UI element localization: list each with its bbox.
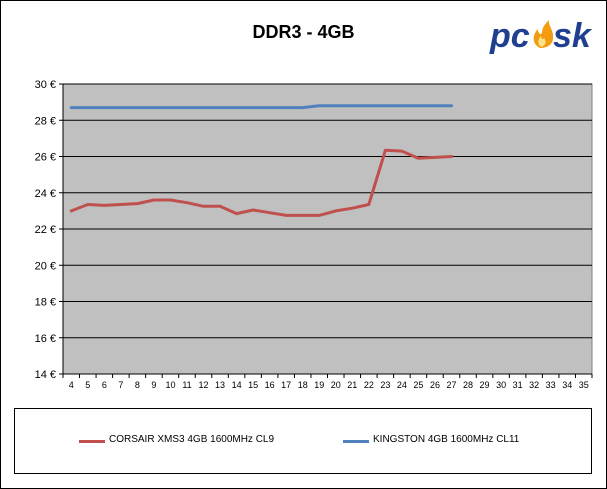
x-tick-label: 23 [380, 380, 390, 390]
x-tick-label: 29 [480, 380, 490, 390]
x-tick-label: 15 [248, 380, 258, 390]
x-tick-label: 34 [562, 380, 572, 390]
y-tick-label: 16 € [35, 333, 56, 345]
x-tick-label: 14 [232, 380, 242, 390]
x-tick-label: 33 [546, 380, 556, 390]
x-tick-label: 22 [364, 380, 374, 390]
series-line-corsair [69, 148, 453, 217]
legend-label-kingston: KINGSTON 4GB 1600MHz CL11 [373, 434, 520, 445]
x-tick-label: 4 [69, 380, 74, 390]
x-tick-label: 21 [347, 380, 357, 390]
x-tick-label: 6 [102, 380, 107, 390]
y-tick-label: 26 € [35, 152, 56, 164]
series-line-kingston [69, 104, 453, 110]
x-tick-label: 18 [298, 380, 308, 390]
x-tick-label: 27 [446, 380, 456, 390]
svg-text:sk: sk [553, 17, 593, 55]
svg-text:pc: pc [489, 17, 530, 55]
y-tick-label: 24 € [35, 188, 56, 200]
y-tick-label: 28 € [35, 115, 56, 127]
x-tick-label: 26 [430, 380, 440, 390]
y-tick-label: 20 € [35, 260, 56, 272]
chart-area: 14 € 16 € 18 € 20 € 22 € 24 € 26 € 28 € 30 € 4 5 6… [35, 79, 593, 390]
x-tick-label: 25 [413, 380, 423, 390]
x-tick-label: 11 [182, 380, 191, 390]
x-tick-label: 32 [529, 380, 539, 390]
y-tick-label: 18 € [35, 297, 56, 309]
x-tick-label: 5 [85, 380, 90, 390]
x-tick-label: 16 [265, 380, 275, 390]
x-tick-label: 28 [463, 380, 473, 390]
x-tick-label: 12 [199, 380, 209, 390]
x-tick-label: 17 [281, 380, 291, 390]
y-tick-label: 30 € [35, 79, 56, 91]
x-tick-label: 9 [151, 380, 156, 390]
x-tick-label: 8 [135, 380, 140, 390]
x-tick-label: 20 [331, 380, 341, 390]
x-tick-label: 19 [314, 380, 324, 390]
x-tick-label: 30 [496, 380, 506, 390]
legend-swatch-kingston [343, 440, 369, 443]
x-tick-label: 13 [215, 380, 225, 390]
legend: CORSAIR XMS3 4GB 1600MHz CL9 KINGSTON 4G… [14, 408, 592, 474]
y-tick-label: 14 € [35, 369, 56, 381]
x-tick-label: 10 [165, 380, 175, 390]
x-tick-label: 35 [579, 380, 589, 390]
chart-title: DDR3 - 4GB [252, 22, 355, 42]
legend-swatch-corsair [79, 440, 105, 443]
x-tick-label: 24 [397, 380, 407, 390]
pcsk-logo: pc sk [489, 17, 593, 55]
x-tick-label: 7 [118, 380, 123, 390]
x-tick-label: 31 [513, 380, 523, 390]
y-tick-label: 22 € [35, 224, 56, 236]
legend-label-corsair: CORSAIR XMS3 4GB 1600MHz CL9 [109, 434, 275, 445]
